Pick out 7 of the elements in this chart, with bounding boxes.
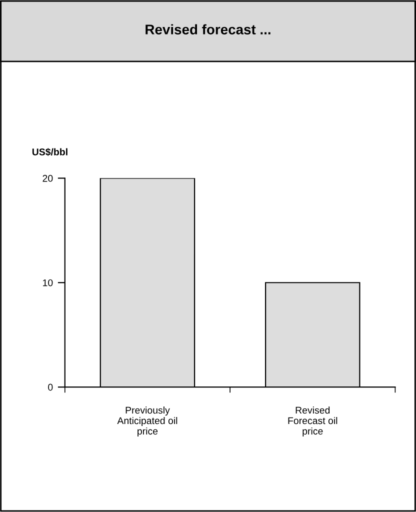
y-tick-label: 20 <box>42 174 53 182</box>
y-tick-label: 0 <box>48 384 53 391</box>
x-tick-label: Revised Forecast oil price <box>288 406 338 437</box>
y-tick-label: 10 <box>43 279 53 286</box>
chart-title: Revised forecast ... <box>146 24 270 34</box>
x-tick-label: Previously Anticipated oil price <box>117 406 178 437</box>
y-axis-title: US$/bbl <box>32 148 68 156</box>
